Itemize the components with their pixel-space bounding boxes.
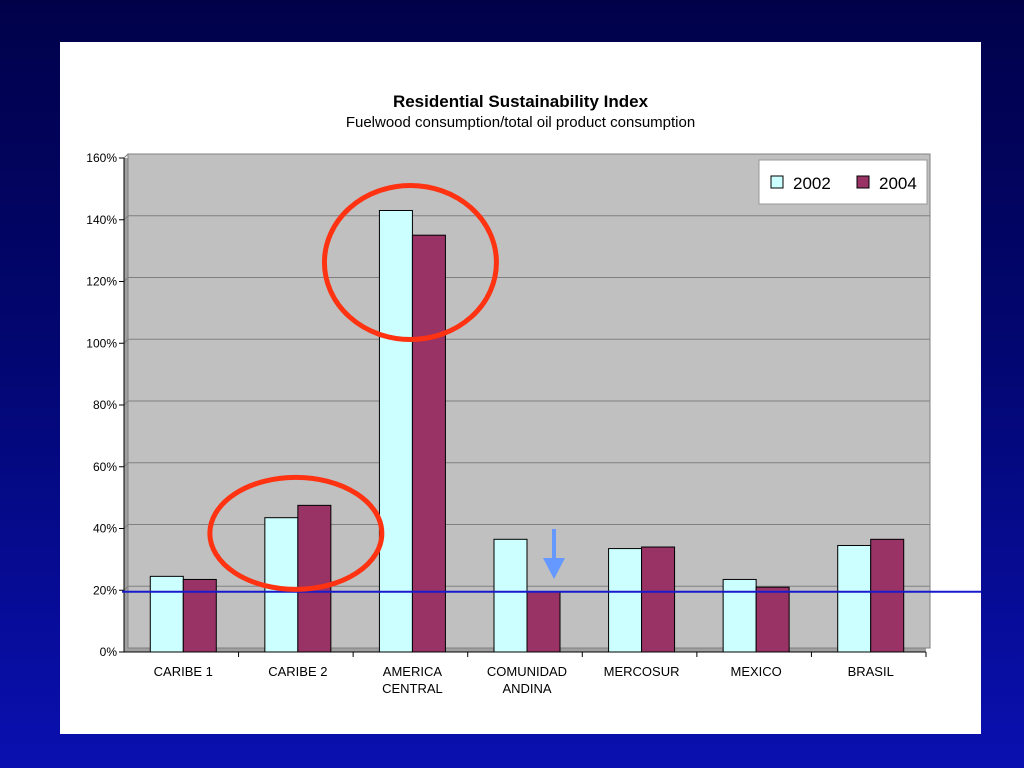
down-arrow-head bbox=[543, 558, 565, 579]
x-tick-label: CENTRAL bbox=[382, 681, 443, 696]
gridline-depth bbox=[123, 585, 129, 591]
y-tick-label: 160% bbox=[86, 151, 117, 165]
highlight-circle bbox=[321, 182, 499, 342]
gridline-depth bbox=[123, 153, 129, 159]
gridline-depth bbox=[123, 524, 129, 529]
legend-label: 2002 bbox=[793, 174, 831, 193]
bar-2002 bbox=[608, 548, 643, 653]
gridline-depth bbox=[123, 215, 129, 221]
x-tick-label: MERCOSUR bbox=[604, 664, 680, 679]
bar-2004 bbox=[411, 234, 446, 653]
bar-chart: 0% 20% 40% 60% 80% 100% 120% 140% 160% CARIBE 1 CA… bbox=[86, 151, 981, 696]
gridline-depth bbox=[123, 277, 129, 282]
bar-2002 bbox=[722, 578, 757, 653]
gridline-depth bbox=[123, 338, 129, 344]
slide-panel: Residential Sustainability Index Fuelwoo… bbox=[60, 42, 981, 734]
bar-2002 bbox=[149, 575, 184, 653]
bar-2004 bbox=[641, 546, 676, 653]
x-tick-label: AMERICA bbox=[383, 664, 443, 679]
chart-title: Residential Sustainability Index bbox=[392, 92, 649, 111]
bar-2004 bbox=[526, 591, 561, 653]
x-tick-label: BRASIL bbox=[848, 664, 894, 679]
x-tick-label: CARIBE 2 bbox=[268, 664, 327, 679]
x-tick-label: MEXICO bbox=[730, 664, 781, 679]
bar-2004 bbox=[870, 538, 905, 653]
y-tick-label: 140% bbox=[86, 213, 117, 227]
legend-label: 2004 bbox=[879, 174, 917, 193]
x-tick-label: COMUNIDAD bbox=[487, 664, 567, 679]
chart-subtitle: Fuelwood consumption/total oil product c… bbox=[345, 114, 696, 131]
bar-2004 bbox=[755, 586, 790, 653]
bar-2002 bbox=[837, 544, 872, 653]
gridline-depth bbox=[123, 462, 129, 468]
x-tick-label: CARIBE 1 bbox=[154, 664, 213, 679]
gridline-depth bbox=[123, 400, 129, 406]
y-tick-label: 60% bbox=[93, 460, 117, 474]
bar-2002 bbox=[493, 538, 528, 653]
legend-swatch-2004 bbox=[856, 175, 870, 189]
bar-2004 bbox=[182, 578, 217, 653]
x-tick-label: ANDINA bbox=[502, 681, 551, 696]
legend-box bbox=[758, 159, 928, 205]
y-tick-label: 40% bbox=[93, 522, 117, 536]
y-tick-label: 100% bbox=[86, 336, 117, 350]
bar-2004 bbox=[297, 504, 332, 653]
bar-2002 bbox=[378, 209, 413, 653]
legend-swatch-2002 bbox=[770, 175, 784, 189]
y-tick-label: 20% bbox=[93, 583, 117, 597]
y-tick-label: 120% bbox=[86, 275, 117, 289]
y-tick-label: 80% bbox=[93, 398, 117, 412]
y-tick-label: 0% bbox=[100, 645, 118, 659]
highlight-circle bbox=[207, 474, 385, 592]
